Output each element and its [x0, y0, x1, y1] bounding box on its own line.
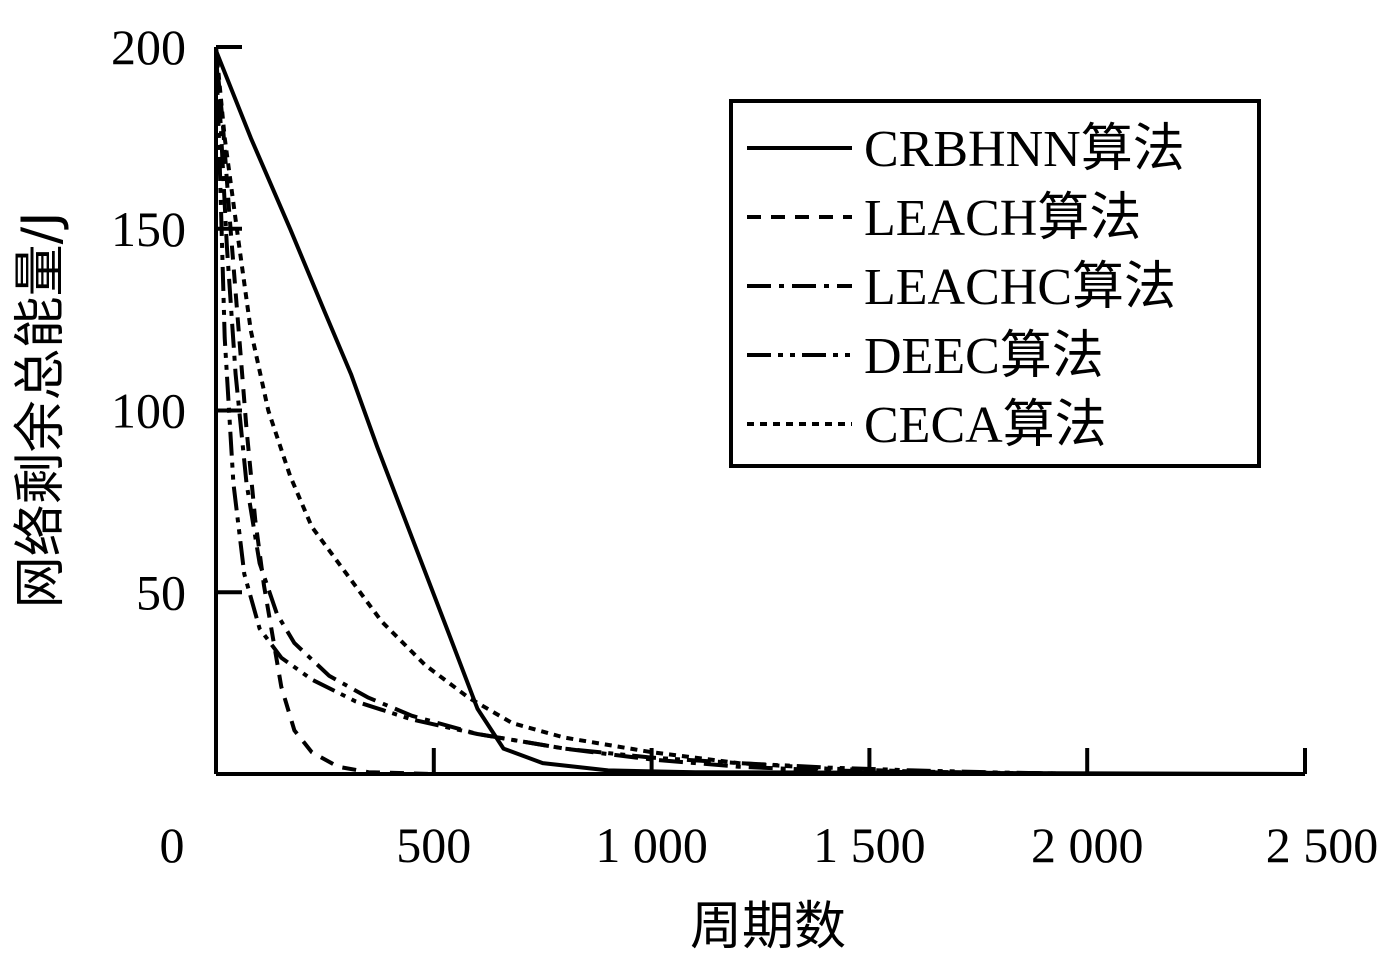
series-line-2 [214, 54, 1305, 776]
x-tick-label: 2 500 [1266, 817, 1379, 873]
legend-label-4: DEEC算法 [864, 328, 1104, 385]
series-line-5 [214, 46, 1088, 776]
legend-box [729, 99, 1261, 468]
y-tick-label: 150 [111, 201, 186, 257]
legend-label-3: LEACHC算法 [864, 259, 1176, 316]
x-tick-label: 1 500 [813, 817, 926, 873]
series-group [214, 46, 1306, 776]
y-ticks: 50 100 150 200 [111, 19, 242, 620]
x-tick-label: 1 000 [595, 817, 708, 873]
series-line-1 [214, 49, 1306, 776]
legend: CRBHNN算法 LEACH算法 LEACHC算法 DEEC算法 CECA算法 [729, 99, 1261, 468]
legend-label-5: CECA算法 [864, 397, 1107, 454]
y-tick-label: 100 [111, 383, 186, 439]
y-axis-title: 网络剩余总能量/J [11, 212, 71, 609]
x-tick-label: 2 000 [1031, 817, 1144, 873]
x-tick-label: 500 [396, 817, 471, 873]
legend-label-2: LEACH算法 [864, 190, 1141, 247]
x-tick-label: 0 [160, 817, 185, 873]
x-axis-title: 周期数 [690, 897, 846, 957]
y-tick-label: 50 [136, 564, 186, 620]
legend-label-1: CRBHNN算法 [864, 121, 1185, 178]
y-tick-label: 200 [111, 19, 186, 75]
axes: 0 500 1 000 1 500 2 000 2 500 50 100 150 200 [111, 19, 1378, 873]
x-ticks: 0 500 1 000 1 500 2 000 2 500 [160, 748, 1379, 873]
